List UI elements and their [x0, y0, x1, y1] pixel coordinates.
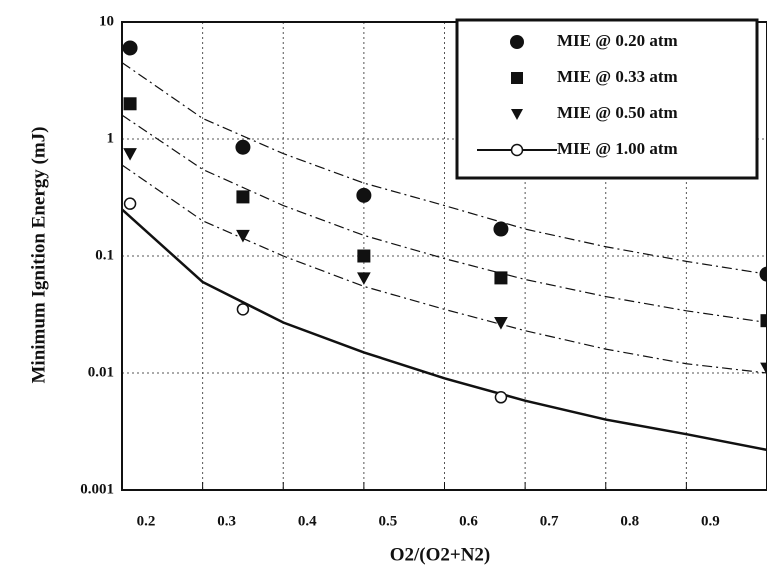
legend-label: MIE @ 1.00 atm [557, 139, 678, 158]
marker [494, 317, 508, 330]
marker [357, 272, 371, 285]
y-tick-label: 0.1 [95, 247, 114, 263]
x-axis-label: O2/(O2+N2) [390, 544, 491, 565]
legend-symbol [511, 72, 523, 84]
legend-marker [511, 72, 523, 84]
x-tick-label: 0.2 [137, 513, 156, 529]
marker [759, 266, 767, 282]
marker [760, 362, 767, 376]
marker [357, 249, 371, 263]
x-tick-label: 0.8 [620, 513, 639, 529]
legend-marker [510, 35, 524, 49]
marker [123, 148, 137, 161]
plot-frame [121, 21, 767, 491]
legend-label: MIE @ 0.33 atm [557, 67, 678, 86]
y-tick-label: 10 [99, 13, 114, 29]
marker [494, 391, 508, 404]
x-tick-label: 0.4 [298, 513, 317, 529]
y-tick-label: 1 [107, 130, 115, 146]
legend-marker [511, 109, 523, 120]
x-tick-label: 0.5 [379, 513, 398, 529]
marker [236, 229, 250, 243]
legend-marker [510, 143, 524, 157]
y-axis-label: Minimum Ignition Energy (mJ) [28, 126, 49, 383]
marker [236, 303, 250, 316]
legend-label: MIE @ 0.50 atm [557, 103, 678, 122]
fit-line [121, 208, 767, 452]
y-tick-label: 0.001 [80, 481, 114, 497]
marker [235, 139, 251, 155]
legend-symbol [510, 143, 524, 157]
marker [493, 221, 509, 237]
marker [122, 40, 138, 56]
marker [494, 271, 508, 285]
fit-line [121, 114, 767, 324]
x-tick-label: 0.7 [540, 513, 559, 529]
marker [123, 197, 137, 210]
x-tick-label: 0.3 [217, 513, 236, 529]
marker [236, 190, 250, 204]
legend-symbol [510, 35, 524, 49]
legend-symbol [511, 109, 523, 120]
x-tick-label: 0.9 [701, 513, 720, 529]
marker [760, 314, 767, 328]
x-tick-label: 0.6 [459, 513, 478, 529]
legend-box [455, 18, 759, 180]
y-tick-label: 0.01 [88, 364, 114, 380]
fit-line [121, 62, 767, 275]
fit-line [121, 164, 767, 374]
legend-label: MIE @ 0.20 atm [557, 31, 678, 50]
marker [356, 187, 372, 203]
marker [123, 97, 137, 111]
